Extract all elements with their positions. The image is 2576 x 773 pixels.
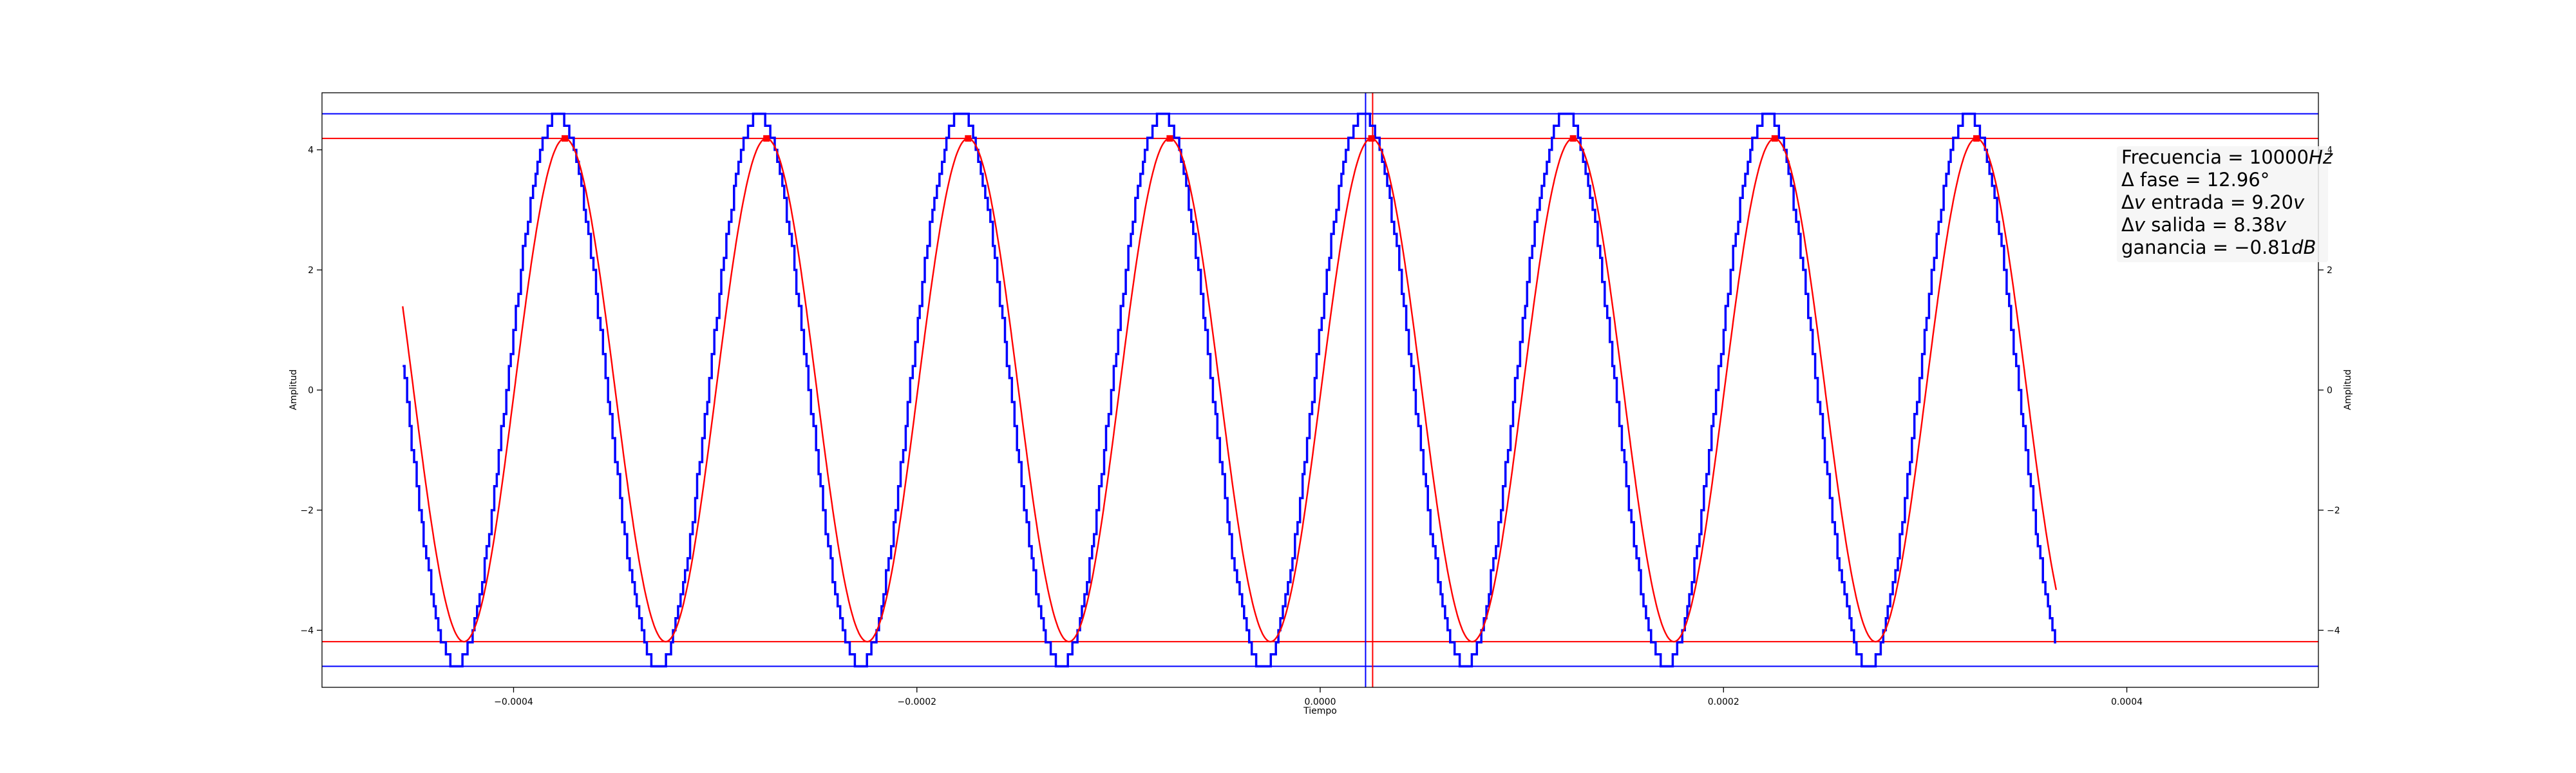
x-tick-label: 0.0002 [1708,697,1739,707]
y-tick-label-left: −4 [300,625,314,636]
frequency-annotation: Frecuencia = 10000Hz [2121,146,2333,168]
y-tick-label-right: −2 [2327,506,2340,516]
y-axis-right: 4 2 0 −2 −4 [2318,146,2340,636]
red-peak-marker [1368,135,1375,142]
blue-input-series [402,112,2056,668]
red-peak-marker [1166,135,1173,142]
red-peak-marker [1973,135,1980,142]
x-tick-label: 0.0004 [2111,697,2143,707]
peak-markers [562,135,1980,142]
y-tick-label-left: 2 [308,265,314,276]
x-tick-label: −0.0004 [494,697,533,707]
y-tick-label-right: −4 [2327,625,2340,636]
y-axis-label-right: Amplitud [2343,369,2353,410]
y-tick-label-right: 4 [2327,146,2333,156]
red-peak-marker [1771,135,1778,142]
phase-annotation: Δ fase = 12.96° [2121,169,2270,191]
y-tick-label-left: 4 [308,146,314,156]
x-tick-label: 0.0000 [1305,697,1336,707]
output-delta-annotation: Δv salida = 8.38v [2121,214,2286,236]
annotation-box [2117,146,2328,262]
series-layer [402,112,2058,668]
y-tick-label-left: 0 [308,386,314,396]
red-peak-marker [1569,135,1577,142]
y-tick-label-right: 0 [2327,386,2333,396]
x-axis: −0.0004 −0.0002 0.0000 0.0002 0.0004 [494,687,2143,707]
gain-annotation: ganancia = −0.81dB [2121,236,2316,258]
x-tick-label: −0.0002 [897,697,936,707]
y-axis-left: 4 2 0 −2 −4 [300,146,322,636]
x-axis-label: Tiempo [1303,706,1337,716]
red-peak-marker [562,135,569,142]
red-peak-marker [763,135,770,142]
y-tick-label-left: −2 [300,506,314,516]
red-output-series [402,137,2058,643]
y-tick-label-right: 2 [2327,265,2333,276]
y-axis-label-left: Amplitud [289,369,299,410]
red-peak-marker [965,135,972,142]
input-delta-annotation: Δv entrada = 9.20v [2121,191,2305,213]
